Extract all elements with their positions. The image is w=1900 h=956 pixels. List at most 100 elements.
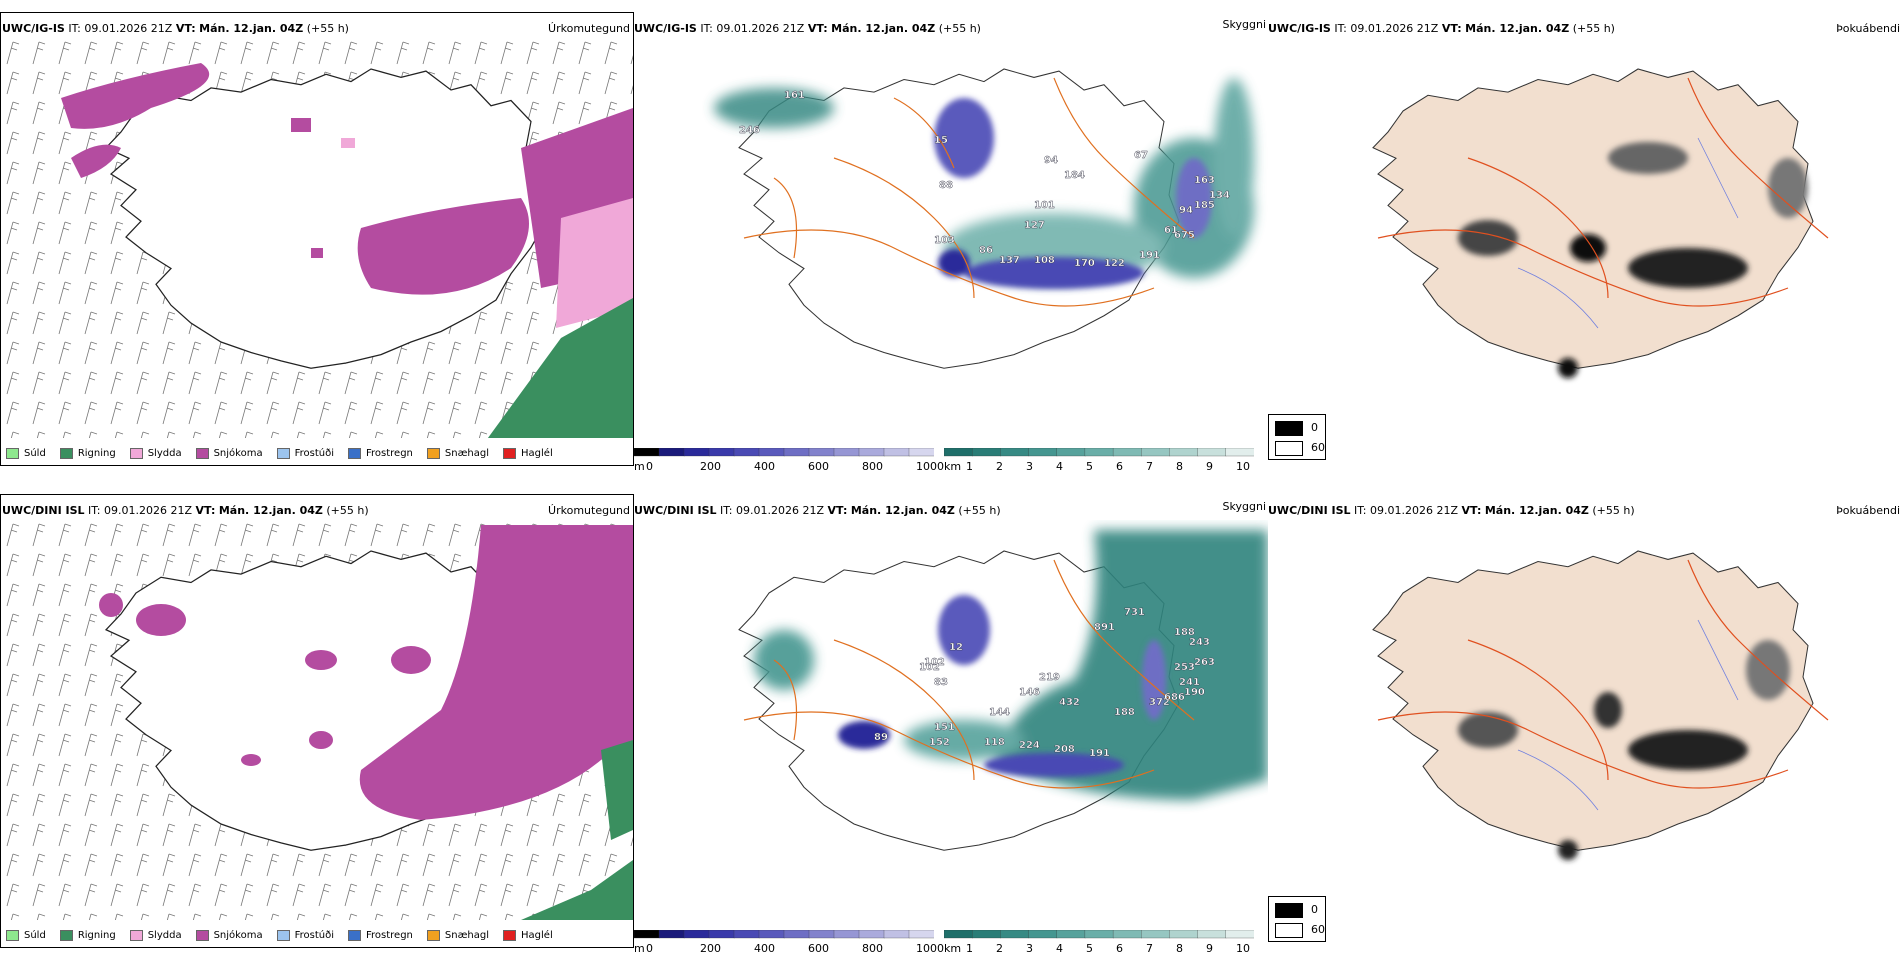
colorbar-segment bbox=[908, 448, 934, 457]
cloud-base-label: 224 bbox=[1019, 740, 1040, 751]
colorbar-tick: 600 bbox=[808, 942, 829, 955]
legend-swatch bbox=[1275, 421, 1303, 436]
cloud-base-label: 89 bbox=[874, 732, 888, 743]
legend-swatch bbox=[426, 930, 440, 941]
cloud-base-label: 122 bbox=[1104, 258, 1125, 269]
colorbar-segment bbox=[908, 930, 934, 939]
colorbar-segment bbox=[1225, 448, 1254, 457]
legend-item: Snæhagl bbox=[426, 448, 489, 459]
colorbar-tick: 0 bbox=[646, 460, 653, 473]
precip-map bbox=[1, 38, 633, 438]
cloud-base-label: 184 bbox=[1064, 170, 1085, 181]
colorbar-segment bbox=[1000, 448, 1030, 457]
cloud-base-label: 88 bbox=[939, 180, 953, 191]
colorbar-segment bbox=[1112, 930, 1142, 939]
colorbar-unit: km bbox=[944, 942, 962, 955]
colorbar-segment bbox=[858, 448, 885, 457]
legend-item: Slydda bbox=[129, 930, 182, 941]
colorbar-segment bbox=[1169, 448, 1199, 457]
cloud-base-label: 108 bbox=[1034, 255, 1055, 266]
legend-swatch bbox=[195, 930, 209, 941]
colorbar-segment bbox=[883, 930, 910, 939]
colorbar-tick: 6 bbox=[1116, 942, 1123, 955]
colorbar-tick: 1 bbox=[966, 460, 973, 473]
cloud-base-label: 118 bbox=[984, 737, 1005, 748]
fog-legend-box: 0 60 bbox=[1268, 896, 1326, 942]
cloud-base-label: 67 bbox=[1134, 150, 1148, 161]
ceiling-colorbar bbox=[634, 930, 934, 939]
colorbar-segment bbox=[1056, 930, 1086, 939]
variable-name: Skyggni bbox=[1222, 18, 1266, 31]
colorbar-segment bbox=[1141, 448, 1171, 457]
legend-item: Súld bbox=[6, 448, 46, 459]
cloud-base-label: 86 bbox=[979, 245, 993, 256]
colorbar-tick: 1000 bbox=[916, 460, 944, 473]
cloud-base-label: 432 bbox=[1059, 697, 1080, 708]
cloud-base-label: 263 bbox=[1194, 657, 1215, 668]
panel-header: UWC/DINI ISL IT: 09.01.2026 21Z VT: Mán.… bbox=[634, 504, 1001, 517]
ceiling-ticks: m 0 200 400 600 800 1000 bbox=[634, 460, 944, 474]
colorbar-segment bbox=[783, 930, 810, 939]
legend-swatch bbox=[426, 448, 440, 459]
cloud-base-label: 185 bbox=[1194, 200, 1215, 211]
colorbar-tick: 4 bbox=[1056, 460, 1063, 473]
panel-header: UWC/IG-IS IT: 09.01.2026 21Z VT: Mán. 12… bbox=[1268, 22, 1615, 35]
panel-header: UWC/DINI ISL IT: 09.01.2026 21Z VT: Mán.… bbox=[1268, 504, 1635, 517]
legend-item: Slydda bbox=[129, 448, 182, 459]
colorbar-tick: 200 bbox=[700, 942, 721, 955]
cloud-base-label: 103 bbox=[934, 235, 955, 246]
colorbar-segment bbox=[1028, 448, 1058, 457]
cloud-base-label: 134 bbox=[1209, 190, 1230, 201]
cloud-base-label: 137 bbox=[999, 255, 1020, 266]
fog-panel-2: UWC/DINI ISL IT: 09.01.2026 21Z VT: Mán.… bbox=[1268, 494, 1900, 948]
cloud-base-label: 144 bbox=[989, 707, 1010, 718]
colorbar-tick: 10 bbox=[1236, 942, 1250, 955]
colorbar-tick: 6 bbox=[1116, 460, 1123, 473]
colorbar-segment bbox=[833, 448, 860, 457]
colorbar-segment bbox=[733, 448, 760, 457]
colorbar-segment bbox=[683, 930, 710, 939]
legend-item: Snjókoma bbox=[195, 930, 263, 941]
cloud-base-label: 151 bbox=[934, 722, 955, 733]
variable-name: Þokuábendi bbox=[1836, 504, 1900, 517]
cloud-base-label: 102 bbox=[924, 657, 945, 668]
colorbar-tick: 3 bbox=[1026, 942, 1033, 955]
legend-swatch bbox=[195, 448, 209, 459]
colorbar-tick: 0 bbox=[646, 942, 653, 955]
colorbar-tick: 400 bbox=[754, 942, 775, 955]
legend-swatch bbox=[129, 448, 143, 459]
cloud-base-label: 161 bbox=[784, 90, 805, 101]
cloud-base-label: 191 bbox=[1089, 748, 1110, 759]
fog-map bbox=[1372, 550, 1829, 860]
visibility-panel-1: UWC/IG-IS IT: 09.01.2026 21Z VT: Mán. 12… bbox=[634, 12, 1326, 473]
colorbar-tick: 8 bbox=[1176, 460, 1183, 473]
colorbar-segment bbox=[708, 930, 735, 939]
precip-legend: Súld Rigning Slydda Snjókoma Frostúði Fr… bbox=[6, 448, 567, 459]
cloud-base-label: 163 bbox=[1194, 175, 1215, 186]
legend-swatch bbox=[348, 448, 361, 459]
colorbar-tick: 2 bbox=[996, 460, 1003, 473]
colorbar-segment bbox=[1112, 448, 1142, 457]
cloud-base-label: 243 bbox=[1189, 637, 1210, 648]
legend-swatch bbox=[6, 448, 19, 459]
colorbar-tick: 4 bbox=[1056, 942, 1063, 955]
colorbar-segment bbox=[1084, 448, 1114, 457]
colorbar-segment bbox=[1197, 930, 1227, 939]
legend-swatch bbox=[276, 448, 290, 459]
cloud-base-label: 94 bbox=[1179, 205, 1193, 216]
precip-type-panel-2: UWC/DINI ISL IT: 09.01.2026 21Z VT: Mán.… bbox=[0, 494, 634, 948]
legend-item: Súld bbox=[6, 930, 46, 941]
cloud-base-label: 686 bbox=[1164, 692, 1185, 703]
fog-legend-box: 0 60 bbox=[1268, 414, 1326, 460]
colorbar-segment bbox=[858, 930, 885, 939]
colorbar-tick: 5 bbox=[1086, 460, 1093, 473]
legend-swatch bbox=[348, 930, 361, 941]
visibility-map: 161 246 15 88 94 184 101 127 103 86 137 108 170 122 19… bbox=[714, 68, 1254, 369]
legend-item: Rigning bbox=[59, 448, 116, 459]
colorbar-segment bbox=[808, 930, 835, 939]
cloud-base-label: 372 bbox=[1149, 697, 1170, 708]
visibility-colorbar bbox=[944, 448, 1254, 457]
cloud-base-label: 191 bbox=[1139, 250, 1160, 261]
legend-swatch bbox=[1275, 441, 1303, 456]
colorbar-segment bbox=[944, 930, 973, 939]
